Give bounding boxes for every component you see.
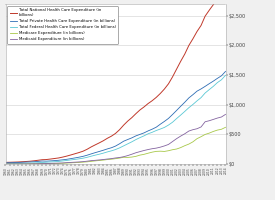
Total Federal Health Care Expenditure (in billions): [220, 79, 223, 81]
Total Federal Health Care Expenditure (in billions): [199, 96, 203, 99]
Medicaid Expenditure (in billions): [85, 160, 89, 162]
Medicare Expenditure (in billions): [57, 162, 60, 165]
Total Federal Health Care Expenditure (in billions): [85, 156, 89, 159]
Medicaid Expenditure (in billions): [220, 116, 223, 118]
Total National Health Care Expenditure (in
billions): [85, 148, 89, 151]
Total National Health Care Expenditure (in
billions): [199, 24, 203, 27]
Total Private Health Care Expenditure (in billions): [199, 88, 203, 90]
Total National Health Care Expenditure (in
billions): [4, 161, 7, 164]
Total Private Health Care Expenditure (in billions): [85, 154, 89, 156]
Medicare Expenditure (in billions): [85, 161, 89, 163]
Total Federal Health Care Expenditure (in billions): [4, 162, 7, 165]
Medicare Expenditure (in billions): [220, 128, 223, 130]
Total Private Health Care Expenditure (in billions): [224, 70, 227, 73]
Medicaid Expenditure (in billions): [199, 126, 203, 128]
Line: Total Private Health Care Expenditure (in billions): Total Private Health Care Expenditure (i…: [6, 71, 225, 163]
Medicaid Expenditure (in billions): [45, 162, 48, 165]
Medicare Expenditure (in billions): [199, 135, 203, 138]
Line: Medicaid Expenditure (in billions): Medicaid Expenditure (in billions): [6, 114, 225, 164]
Total Private Health Care Expenditure (in billions): [4, 162, 7, 164]
Total Federal Health Care Expenditure (in billions): [45, 161, 48, 163]
Medicare Expenditure (in billions): [28, 163, 32, 165]
Line: Total Federal Health Care Expenditure (in billions): Total Federal Health Care Expenditure (i…: [6, 75, 225, 164]
Line: Medicare Expenditure (in billions): Medicare Expenditure (in billions): [6, 127, 225, 164]
Legend: Total National Health Care Expenditure (in
billions), Total Private Health Care : Total National Health Care Expenditure (…: [7, 6, 118, 44]
Total Federal Health Care Expenditure (in billions): [224, 74, 227, 76]
Line: Total National Health Care Expenditure (in
billions): Total National Health Care Expenditure (…: [6, 0, 225, 162]
Total National Health Care Expenditure (in
billions): [28, 160, 32, 162]
Medicaid Expenditure (in billions): [4, 163, 7, 165]
Total Private Health Care Expenditure (in billions): [57, 159, 60, 161]
Medicare Expenditure (in billions): [45, 162, 48, 165]
Total National Health Care Expenditure (in
billions): [57, 157, 60, 159]
Total Private Health Care Expenditure (in billions): [45, 160, 48, 162]
Total Private Health Care Expenditure (in billions): [28, 161, 32, 163]
Medicare Expenditure (in billions): [224, 126, 227, 129]
Total Federal Health Care Expenditure (in billions): [28, 162, 32, 164]
Total Federal Health Care Expenditure (in billions): [57, 160, 60, 163]
Medicare Expenditure (in billions): [4, 163, 7, 165]
Medicaid Expenditure (in billions): [224, 113, 227, 116]
Total Private Health Care Expenditure (in billions): [220, 75, 223, 77]
Medicaid Expenditure (in billions): [28, 163, 32, 165]
Medicaid Expenditure (in billions): [57, 162, 60, 164]
Total National Health Care Expenditure (in
billions): [45, 158, 48, 161]
